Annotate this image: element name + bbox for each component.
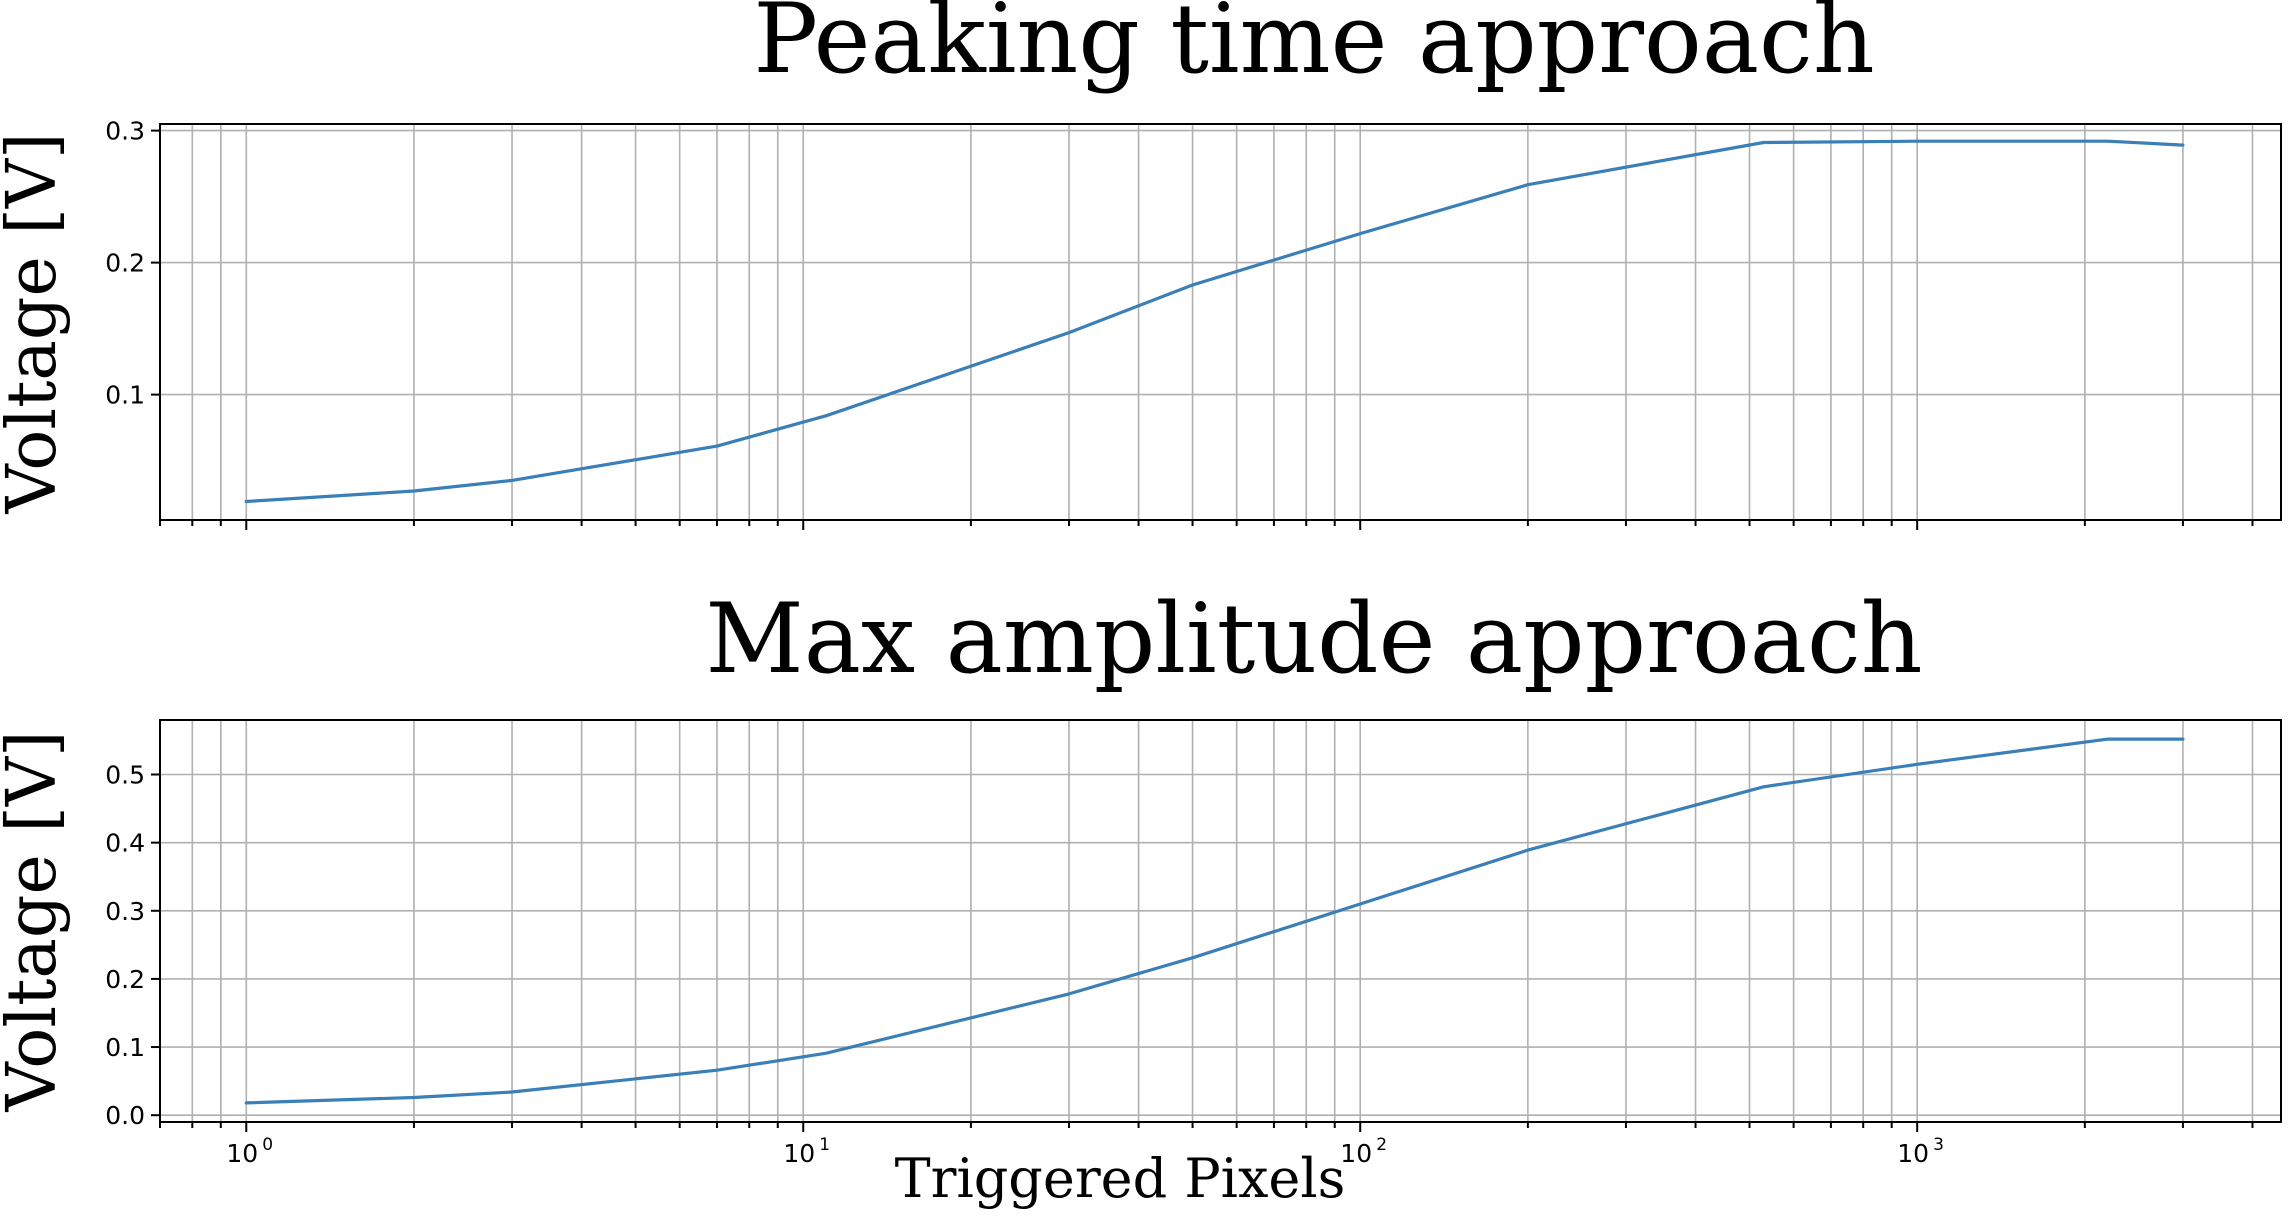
axes: 0.1 0.2 0.3 xyxy=(105,117,2282,530)
y-tick-label: 0.5 xyxy=(105,761,145,790)
x-tick-label-exponent: 3 xyxy=(1933,1135,1944,1155)
x-tick-label: 10 xyxy=(1897,1139,1929,1168)
series-line xyxy=(244,737,2185,1105)
series-line xyxy=(244,139,2185,504)
series-layer xyxy=(244,737,2185,1105)
y-axis-label: Voltage [V] xyxy=(0,731,72,1113)
x-tick-label-exponent: 2 xyxy=(1376,1135,1387,1155)
y-tick-label: 0.1 xyxy=(105,1033,145,1062)
x-tick-label-exponent: 1 xyxy=(819,1135,830,1155)
x-tick-label: 10 xyxy=(783,1139,815,1168)
chart-title: Peaking time approach xyxy=(753,0,1874,95)
y-tick-label: 0.4 xyxy=(105,829,145,858)
chart-title: Max amplitude approach xyxy=(705,583,1922,695)
axes: 0.00.10.20.30.40.510 0 10 1 10 2 10 3 xyxy=(105,719,2282,1168)
max-amplitude-chart: Max amplitude approach Voltage [V] Trigg… xyxy=(0,583,2282,1210)
y-tick-label: 0.3 xyxy=(105,897,145,926)
y-tick-label: 0.2 xyxy=(105,249,145,278)
peaking-time-chart: Peaking time approach Voltage [V] 0.1 0.2… xyxy=(0,0,2282,530)
x-tick-label: 10 xyxy=(226,1139,258,1168)
grid xyxy=(159,124,2281,520)
y-tick-label: 0.1 xyxy=(105,381,145,410)
plot-frame xyxy=(159,123,2282,521)
y-tick-label: 0.2 xyxy=(105,965,145,994)
series-layer xyxy=(244,139,2185,504)
y-tick-label: 0.3 xyxy=(105,117,145,146)
grid xyxy=(159,720,2281,1122)
x-axis-label: Triggered Pixels xyxy=(895,1147,1346,1210)
x-tick-label-exponent: 0 xyxy=(262,1135,273,1155)
y-axis-label: Voltage [V] xyxy=(0,133,72,515)
x-tick-label: 10 xyxy=(1340,1139,1372,1168)
y-tick-label: 0.0 xyxy=(105,1101,145,1130)
plot-frame xyxy=(159,719,2282,1123)
